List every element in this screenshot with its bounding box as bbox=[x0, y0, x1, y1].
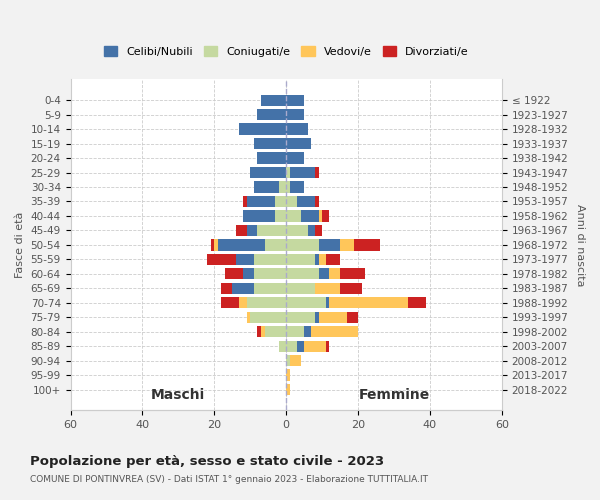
Bar bbox=[286, 370, 290, 381]
Bar bbox=[290, 167, 315, 178]
Bar bbox=[265, 326, 286, 338]
Bar bbox=[319, 312, 347, 323]
Text: Femmine: Femmine bbox=[358, 388, 430, 402]
Bar bbox=[286, 196, 297, 207]
Bar bbox=[286, 384, 290, 395]
Bar bbox=[239, 297, 247, 308]
Bar bbox=[247, 196, 275, 207]
Bar bbox=[211, 239, 214, 250]
Bar bbox=[243, 210, 275, 222]
Text: Maschi: Maschi bbox=[151, 388, 205, 402]
Text: COMUNE DI PONTINVREA (SV) - Dati ISTAT 1° gennaio 2023 - Elaborazione TUTTITALIA: COMUNE DI PONTINVREA (SV) - Dati ISTAT 1… bbox=[30, 475, 428, 484]
Bar bbox=[279, 340, 286, 352]
Bar bbox=[297, 340, 304, 352]
Bar bbox=[286, 355, 290, 366]
Bar bbox=[355, 239, 380, 250]
Bar bbox=[329, 297, 409, 308]
Bar bbox=[257, 109, 286, 120]
Bar bbox=[225, 268, 243, 280]
Bar bbox=[308, 225, 315, 236]
Bar bbox=[347, 312, 358, 323]
Bar bbox=[236, 225, 247, 236]
Bar bbox=[304, 326, 311, 338]
Bar bbox=[247, 297, 286, 308]
Bar bbox=[243, 196, 247, 207]
Bar bbox=[311, 326, 358, 338]
Bar bbox=[290, 355, 301, 366]
Bar bbox=[286, 138, 311, 149]
Bar bbox=[286, 312, 315, 323]
Bar bbox=[286, 297, 326, 308]
Bar bbox=[254, 268, 286, 280]
Bar bbox=[286, 268, 319, 280]
Bar bbox=[257, 152, 286, 164]
Bar bbox=[247, 225, 257, 236]
Bar bbox=[218, 239, 265, 250]
Bar bbox=[232, 282, 254, 294]
Bar bbox=[286, 152, 304, 164]
Bar bbox=[265, 239, 286, 250]
Bar bbox=[236, 254, 254, 265]
Bar bbox=[315, 254, 319, 265]
Bar bbox=[257, 225, 286, 236]
Bar bbox=[322, 210, 329, 222]
Bar bbox=[301, 210, 319, 222]
Bar bbox=[286, 282, 315, 294]
Bar bbox=[286, 94, 304, 106]
Bar bbox=[286, 225, 308, 236]
Bar bbox=[319, 210, 322, 222]
Bar bbox=[326, 254, 340, 265]
Bar bbox=[315, 312, 319, 323]
Bar bbox=[286, 254, 315, 265]
Bar bbox=[340, 268, 365, 280]
Bar bbox=[315, 196, 319, 207]
Bar bbox=[326, 340, 329, 352]
Bar bbox=[340, 282, 362, 294]
Bar bbox=[329, 268, 340, 280]
Bar bbox=[286, 109, 304, 120]
Bar bbox=[319, 239, 340, 250]
Bar bbox=[221, 282, 232, 294]
Bar bbox=[243, 268, 254, 280]
Bar bbox=[261, 326, 265, 338]
Bar bbox=[207, 254, 236, 265]
Bar bbox=[315, 167, 319, 178]
Bar bbox=[286, 326, 304, 338]
Bar bbox=[286, 167, 290, 178]
Bar bbox=[286, 124, 308, 135]
Bar bbox=[319, 254, 326, 265]
Bar bbox=[254, 138, 286, 149]
Bar bbox=[254, 182, 279, 192]
Bar bbox=[409, 297, 427, 308]
Bar bbox=[221, 297, 239, 308]
Legend: Celibi/Nubili, Coniugati/e, Vedovi/e, Divorziati/e: Celibi/Nubili, Coniugati/e, Vedovi/e, Di… bbox=[100, 42, 473, 62]
Bar bbox=[254, 254, 286, 265]
Bar bbox=[214, 239, 218, 250]
Bar bbox=[250, 167, 286, 178]
Text: Popolazione per età, sesso e stato civile - 2023: Popolazione per età, sesso e stato civil… bbox=[30, 455, 384, 468]
Bar bbox=[250, 312, 286, 323]
Bar bbox=[290, 182, 304, 192]
Bar bbox=[275, 210, 286, 222]
Bar bbox=[254, 282, 286, 294]
Bar bbox=[286, 340, 297, 352]
Bar bbox=[286, 210, 301, 222]
Bar bbox=[315, 225, 322, 236]
Bar bbox=[304, 340, 326, 352]
Y-axis label: Anni di nascita: Anni di nascita bbox=[575, 204, 585, 286]
Bar bbox=[340, 239, 355, 250]
Bar bbox=[247, 312, 250, 323]
Bar bbox=[239, 124, 286, 135]
Bar bbox=[261, 94, 286, 106]
Bar bbox=[275, 196, 286, 207]
Bar bbox=[279, 182, 286, 192]
Bar bbox=[315, 282, 340, 294]
Bar bbox=[257, 326, 261, 338]
Bar bbox=[286, 182, 290, 192]
Y-axis label: Fasce di età: Fasce di età bbox=[15, 212, 25, 278]
Bar bbox=[297, 196, 315, 207]
Bar bbox=[319, 268, 329, 280]
Bar bbox=[326, 297, 329, 308]
Bar bbox=[286, 239, 319, 250]
